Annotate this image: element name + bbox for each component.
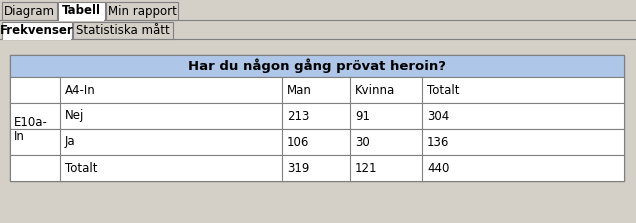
Bar (73, 22, 173, 39)
Bar (10, 155, 624, 181)
Text: Totalt: Totalt (427, 83, 459, 97)
Text: 440: 440 (427, 161, 450, 175)
Bar (10, 129, 624, 155)
Bar (106, 2, 178, 20)
Bar (2, 2, 57, 20)
Text: Nej: Nej (65, 109, 85, 122)
Text: Har du någon gång prövat heroin?: Har du någon gång prövat heroin? (188, 59, 446, 73)
Text: 213: 213 (287, 109, 309, 122)
Bar (10, 103, 624, 129)
Bar (10, 77, 624, 103)
Text: 304: 304 (427, 109, 449, 122)
Text: Diagram: Diagram (4, 4, 55, 17)
Text: A4-In: A4-In (65, 83, 96, 97)
Text: Frekvenser: Frekvenser (0, 24, 74, 37)
Text: Totalt: Totalt (65, 161, 97, 175)
Text: Min rapport: Min rapport (107, 4, 176, 17)
Bar (3, 38, 71, 40)
Bar (0, 22, 636, 39)
Text: Man: Man (287, 83, 312, 97)
Text: 319: 319 (287, 161, 309, 175)
Text: 106: 106 (287, 136, 309, 149)
Bar (10, 55, 624, 181)
Bar (10, 55, 624, 77)
Text: In: In (14, 130, 25, 142)
Bar (2, 22, 72, 39)
Text: Ja: Ja (65, 136, 76, 149)
Bar (59, 19, 104, 21)
Text: 121: 121 (355, 161, 378, 175)
Text: E10a-: E10a- (14, 116, 48, 130)
Text: Statistiska mått: Statistiska mått (76, 24, 170, 37)
Text: 30: 30 (355, 136, 370, 149)
Bar (58, 2, 105, 20)
Text: Tabell: Tabell (62, 4, 101, 17)
Text: Kvinna: Kvinna (355, 83, 395, 97)
Text: 136: 136 (427, 136, 450, 149)
Text: 91: 91 (355, 109, 370, 122)
